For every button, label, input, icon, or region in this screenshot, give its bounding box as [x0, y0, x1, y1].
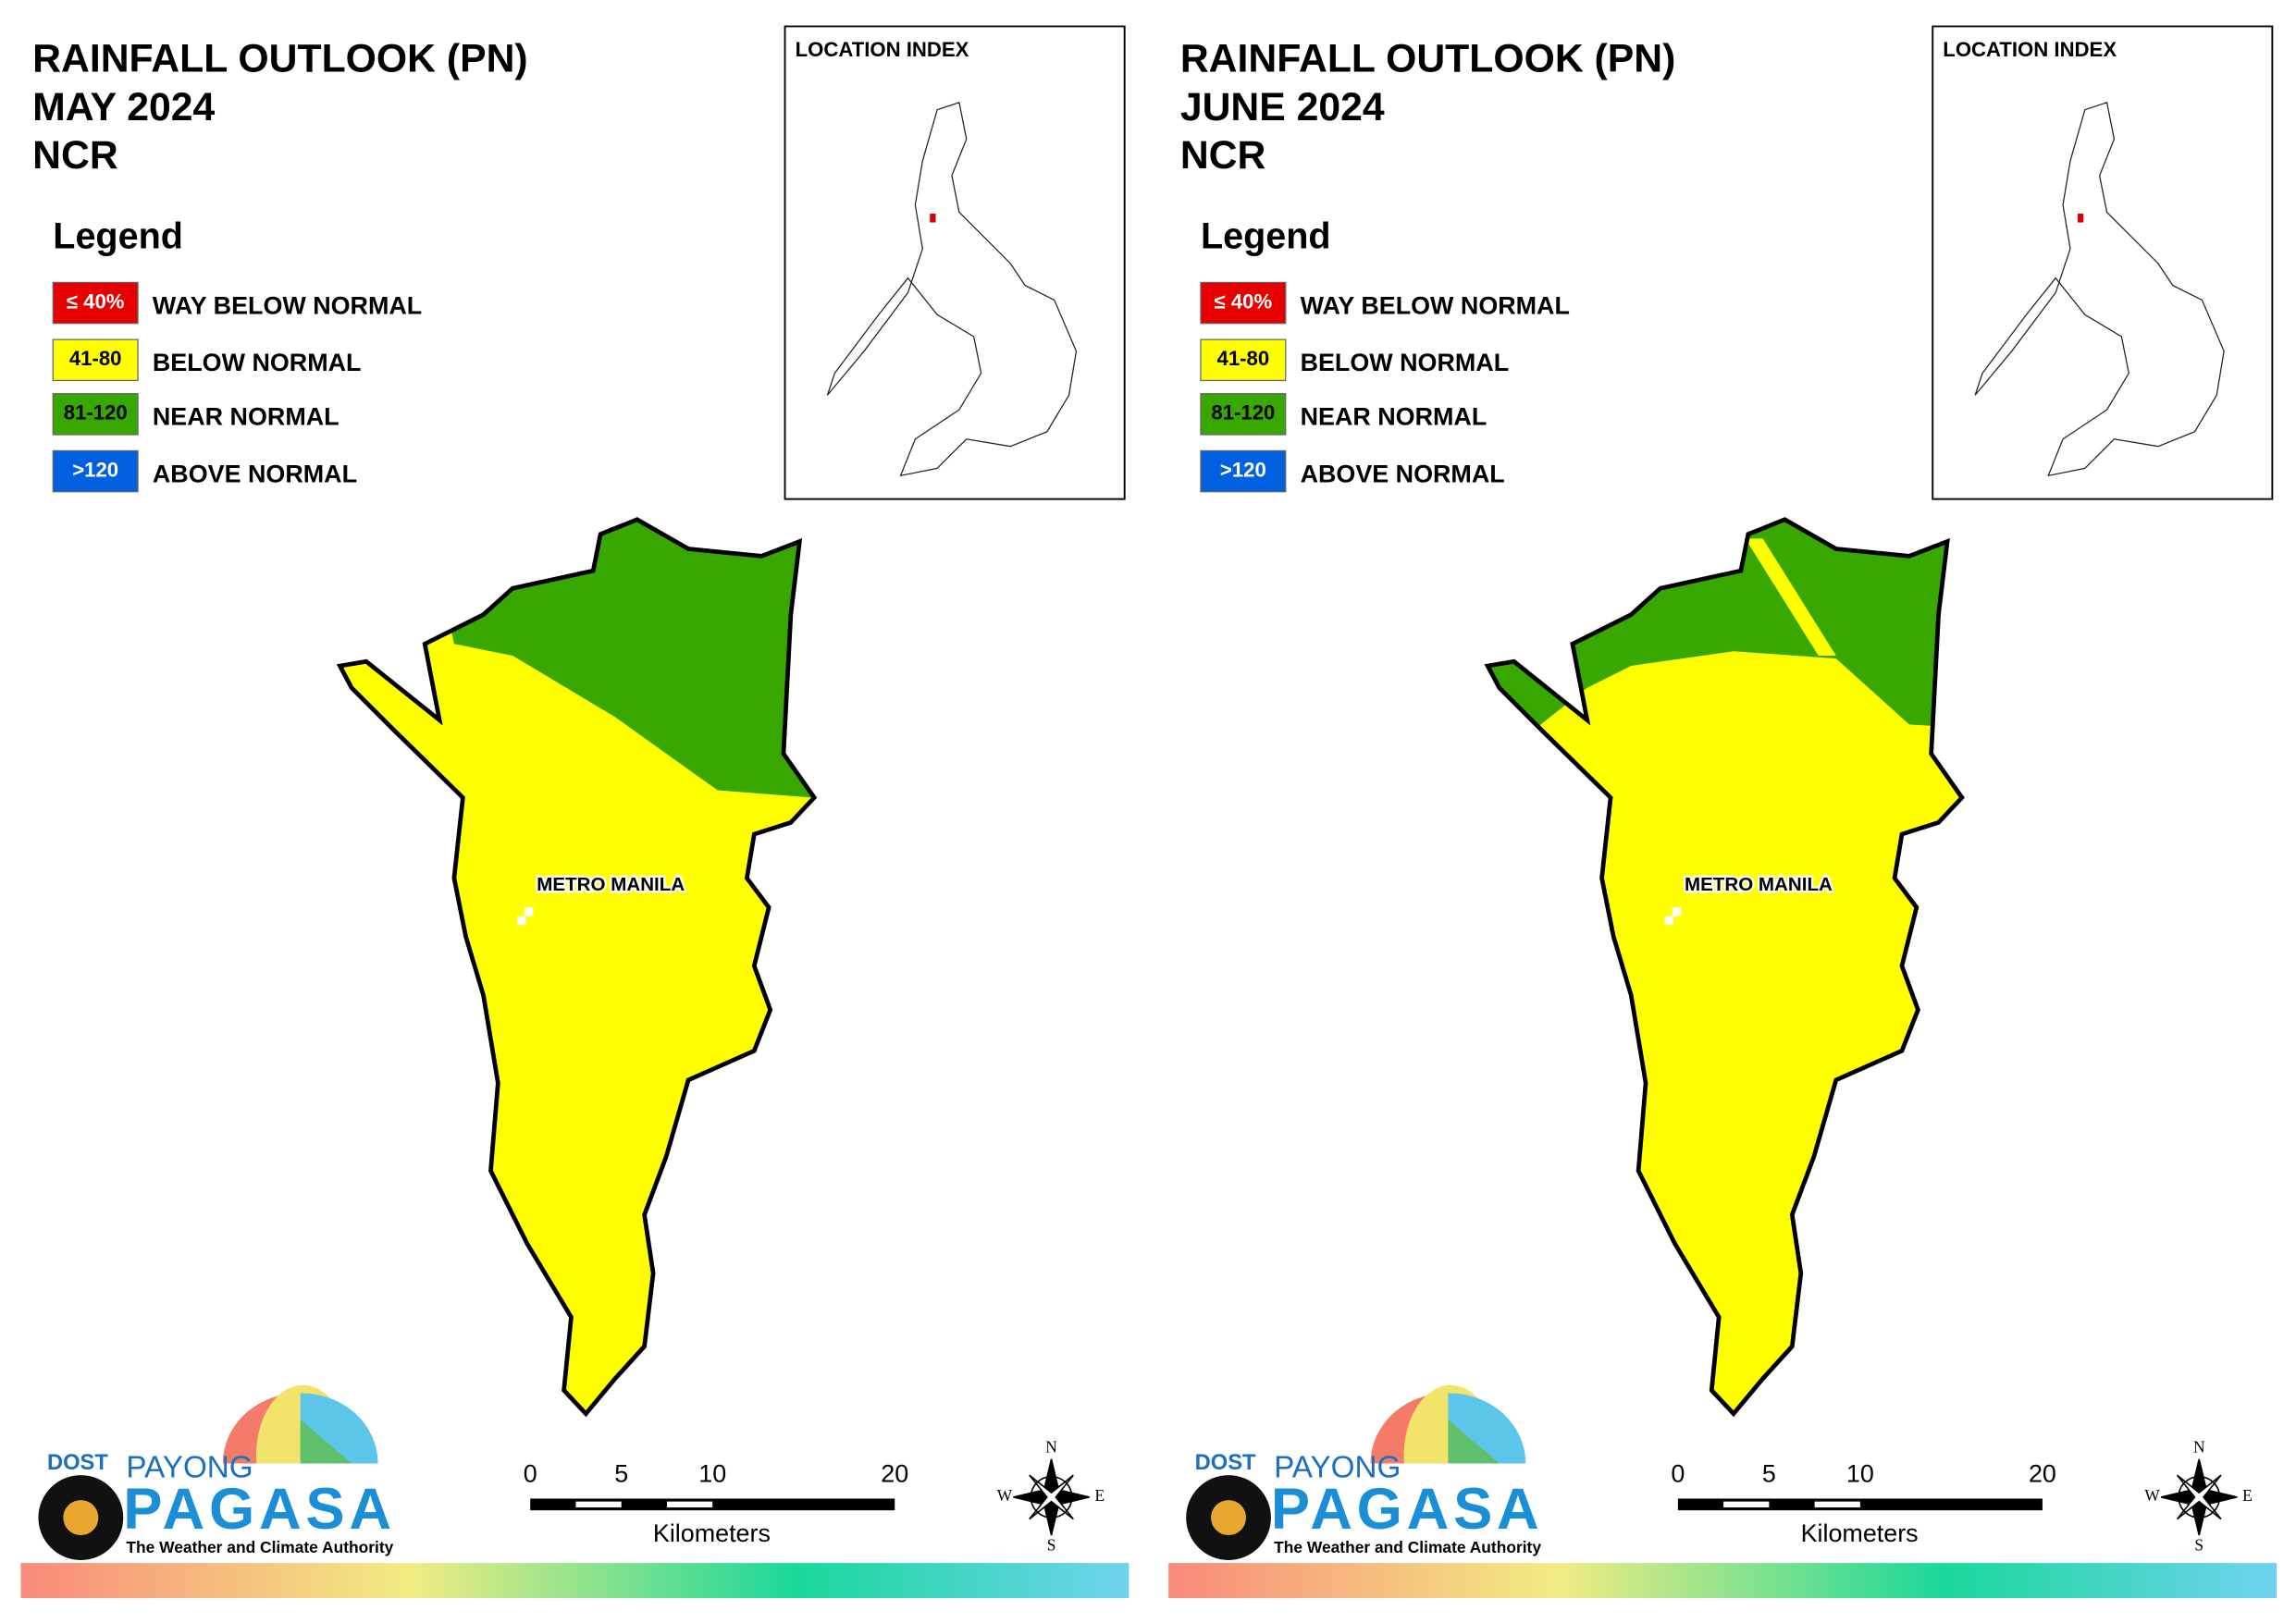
near-normal-zone	[1487, 519, 1962, 732]
scale-tick-label: 0	[524, 1459, 537, 1487]
legend-swatch	[1200, 281, 1287, 325]
legend-swatch	[52, 281, 139, 325]
title-line: NCR	[32, 133, 118, 178]
below-normal-zone	[1487, 519, 1962, 1414]
compass-star-minor	[1029, 1474, 1074, 1520]
scale-tick-label: 20	[2029, 1459, 2056, 1487]
scale-segment	[1723, 1501, 1770, 1507]
legend-swatch	[1200, 338, 1287, 382]
location-index-label: LOCATION INDEX	[796, 38, 969, 61]
logo-brand: PAGASA	[123, 1477, 396, 1542]
no-data-cell	[1664, 916, 1674, 926]
umbrella-green	[1448, 1420, 1500, 1464]
ncr-marker	[2077, 214, 2084, 223]
legend-label: ABOVE NORMAL	[153, 460, 357, 487]
legend-label: BELOW NORMAL	[1301, 349, 1510, 376]
scale-tick-label: 5	[614, 1459, 628, 1487]
scale-tick-label: 20	[881, 1459, 908, 1487]
title-line: RAINFALL OUTLOOK (PN)	[1180, 37, 1676, 81]
scale-unit: Kilometers	[1801, 1519, 1919, 1547]
map-label: METRO MANILA	[1685, 874, 1833, 895]
legend-label: BELOW NORMAL	[153, 349, 362, 376]
legend-label: WAY BELOW NORMAL	[1301, 291, 1570, 319]
compass-letter: W	[2144, 1486, 2160, 1505]
compass-ring	[2178, 1475, 2221, 1518]
compass-letter: S	[2194, 1536, 2203, 1555]
title-line: RAINFALL OUTLOOK (PN)	[32, 37, 528, 81]
logo-agency: DOST	[1195, 1451, 1256, 1475]
legend-label: WAY BELOW NORMAL	[153, 291, 422, 319]
ncr-outline	[336, 517, 818, 1418]
location-index-label: LOCATION INDEX	[1943, 38, 2117, 61]
scale-segment	[666, 1501, 713, 1507]
logo-tagline: The Weather and Climate Authority	[1274, 1538, 1541, 1556]
scale-tick-label: 10	[1846, 1459, 1874, 1487]
compass-ring	[1030, 1475, 1073, 1518]
legend-swatch	[52, 449, 139, 493]
legend-swatch-label: >120	[1220, 458, 1266, 481]
legend-label: ABOVE NORMAL	[1301, 460, 1505, 487]
compass-letter: S	[1047, 1536, 1056, 1555]
ncr-marker	[930, 214, 936, 223]
no-data-cell	[524, 907, 534, 916]
legend-title: Legend	[53, 215, 183, 256]
map-label: METRO MANILA	[537, 874, 685, 895]
legend-swatch-label: ≤ 40%	[1215, 289, 1273, 313]
philippines-outline	[1974, 101, 2225, 477]
legend-label: NEAR NORMAL	[153, 403, 339, 431]
legend-swatch-label: 81-120	[64, 401, 128, 424]
logo-brand-top: PAYONG	[126, 1451, 253, 1485]
legend-swatch	[1200, 393, 1287, 436]
scale-tick-label: 5	[1762, 1459, 1776, 1487]
compass-star-minor	[2176, 1474, 2222, 1520]
footer-band	[20, 1563, 1129, 1599]
logo-agency: DOST	[47, 1451, 108, 1475]
compass-letter: E	[1094, 1486, 1105, 1505]
compass-letter: N	[2193, 1438, 2205, 1457]
legend-swatch-label: >120	[72, 458, 118, 481]
legend-swatch-label: 41-80	[1217, 347, 1270, 370]
compass-letter: E	[2242, 1486, 2253, 1505]
no-data-cell	[1672, 907, 1682, 916]
scale-tick-label: 10	[698, 1459, 726, 1487]
emblem-center	[1211, 1500, 1247, 1536]
scale-segment	[1814, 1501, 1860, 1507]
logo-tagline: The Weather and Climate Authority	[126, 1538, 393, 1556]
legend-swatch-label: 81-120	[1211, 401, 1275, 424]
logo-brand-top: PAYONG	[1274, 1451, 1401, 1485]
scale-tick-label: 0	[1671, 1459, 1685, 1487]
legend-swatch	[52, 393, 139, 436]
below-normal-zone	[1745, 538, 1836, 656]
no-data-cell	[516, 916, 526, 926]
legend-swatch-label: ≤ 40%	[67, 289, 125, 313]
legend-title: Legend	[1201, 215, 1331, 256]
legend-label: NEAR NORMAL	[1301, 403, 1487, 431]
compass-letter: N	[1045, 1438, 1057, 1457]
emblem-center	[63, 1500, 99, 1536]
scale-unit: Kilometers	[653, 1519, 771, 1547]
legend-swatch	[1200, 449, 1287, 493]
title-line: JUNE 2024	[1180, 85, 1385, 129]
title-line: NCR	[1180, 133, 1266, 178]
zone-group	[1487, 519, 1962, 732]
logo-brand: PAGASA	[1271, 1477, 1544, 1542]
compass-letter: W	[997, 1486, 1013, 1505]
footer-band	[1168, 1563, 2277, 1599]
ncr-outline	[1484, 517, 1965, 1418]
title-line: MAY 2024	[32, 85, 215, 129]
legend-swatch-label: 41-80	[69, 347, 122, 370]
legend-swatch	[52, 338, 139, 382]
philippines-outline	[826, 101, 1078, 477]
scale-segment	[575, 1501, 622, 1507]
